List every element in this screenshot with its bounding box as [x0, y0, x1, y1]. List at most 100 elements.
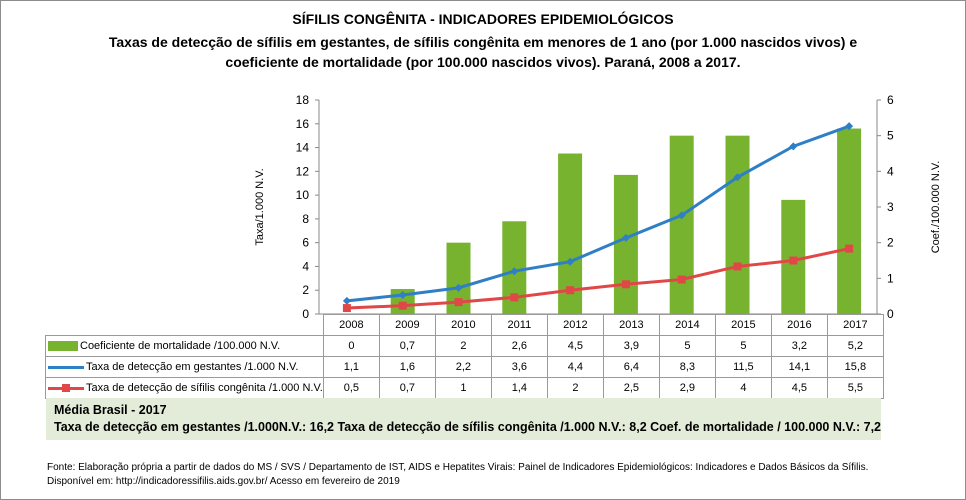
value-cell: 4,5 — [770, 377, 828, 399]
right-tick-label: 2 — [887, 236, 894, 250]
subtitle-line-1: Taxas de detecção de sífilis em gestante… — [108, 34, 858, 50]
value-cell: 3,2 — [770, 335, 828, 357]
table-row: Taxa de detecção em gestantes /1.000 N.V… — [45, 356, 884, 378]
year-header: 2013 — [602, 314, 660, 336]
series-label-cell: Taxa de detecção em gestantes /1.000 N.V… — [45, 356, 324, 378]
value-cell: 0,7 — [378, 335, 436, 357]
value-cell: 8,3 — [658, 356, 716, 378]
value-cell: 1,6 — [378, 356, 436, 378]
year-header: 2012 — [546, 314, 604, 336]
gestantes-point-2011 — [510, 267, 519, 276]
left-tick-label: 16 — [296, 117, 310, 131]
left-tick-label: 12 — [296, 164, 310, 178]
year-header: 2008 — [322, 314, 380, 336]
data-table: 2008 2009 2010 2011 2012 2013 2014 2015 2016 2017… — [45, 314, 884, 399]
value-cell: 3,9 — [602, 335, 660, 357]
table-row: Coeficiente de mortalidade /100.000 N.V.… — [45, 335, 884, 357]
left-tick-label: 14 — [296, 141, 310, 155]
series-line-1 — [346, 124, 850, 303]
value-cell: 15,8 — [826, 356, 884, 378]
gestantes-point-2009 — [398, 290, 407, 299]
value-cell: 2,6 — [490, 335, 548, 357]
left-tick-label: 0 — [302, 307, 309, 321]
value-cell: 1,1 — [322, 356, 380, 378]
left-tick-label: 2 — [302, 283, 309, 297]
congenita-point-2017 — [845, 244, 854, 253]
subtitle-line-2: coeficiente de mortalidade (por 100.000 … — [225, 54, 741, 70]
right-tick-label: 3 — [887, 200, 894, 214]
right-tick-label: 6 — [887, 93, 894, 107]
availability-note: Disponível em: http://indicadoressifilis… — [47, 476, 400, 487]
value-cell: 0,5 — [322, 377, 380, 399]
value-cell: 1,4 — [490, 377, 548, 399]
left-tick-label: 8 — [302, 212, 309, 226]
gestantes-point-2008 — [342, 296, 351, 305]
value-cell: 2 — [546, 377, 604, 399]
value-cell: 2,5 — [602, 377, 660, 399]
value-cell: 2 — [434, 335, 492, 357]
blank-cell — [46, 315, 324, 336]
value-cell: 2,9 — [658, 377, 716, 399]
series-label-cell: Taxa de detecção de sífilis congênita /1… — [45, 377, 324, 399]
left-tick-label: 18 — [296, 93, 310, 107]
congenita-point-2012 — [566, 286, 575, 295]
congenita-point-2008 — [342, 304, 351, 313]
gestantes-point-2015 — [733, 173, 742, 182]
right-tick-label: 1 — [887, 271, 894, 285]
congenita-legend-key — [48, 383, 84, 392]
gestantes-point-2012 — [566, 257, 575, 266]
value-cell: 5,2 — [826, 335, 884, 357]
source-note: Fonte: Elaboração própria a partir de da… — [47, 462, 869, 473]
year-header: 2010 — [434, 314, 492, 336]
left-tick-label: 10 — [296, 188, 310, 202]
series-line-2 — [346, 247, 850, 310]
right-tick-label: 5 — [887, 129, 894, 143]
year-header: 2009 — [378, 314, 436, 336]
table-row: Taxa de detecção de sífilis congênita /1… — [45, 377, 884, 399]
bar-2014 — [669, 135, 694, 314]
year-header: 2014 — [658, 314, 716, 336]
value-cell: 5 — [714, 335, 772, 357]
value-cell: 14,1 — [770, 356, 828, 378]
congenita-point-2010 — [454, 298, 463, 307]
value-cell: 4,5 — [546, 335, 604, 357]
bar-2017 — [837, 128, 862, 314]
gestantes-point-2010 — [454, 283, 463, 292]
brazil-average-title: Média Brasil - 2017 — [54, 403, 167, 417]
series-name: Taxa de detecção em gestantes /1.000 N.V… — [86, 361, 299, 373]
chart-subtitle: Taxas de detecção de sífilis em gestante… — [61, 32, 905, 72]
value-cell: 0 — [322, 335, 380, 357]
congenita-point-2016 — [789, 256, 798, 265]
left-tick-label: 4 — [302, 259, 309, 273]
gestantes-legend-key — [48, 365, 84, 369]
series-name: Taxa de detecção de sífilis congênita /1… — [86, 382, 323, 394]
value-cell: 6,4 — [602, 356, 660, 378]
bar-2013 — [613, 174, 638, 314]
bar-2015 — [725, 135, 750, 314]
value-cell: 2,2 — [434, 356, 492, 378]
value-cell: 4,4 — [546, 356, 604, 378]
gestantes-point-2014 — [677, 211, 686, 220]
left-tick-label: 6 — [302, 236, 309, 250]
bar-legend-key — [48, 341, 78, 352]
series-label-cell: Coeficiente de mortalidade /100.000 N.V. — [45, 335, 324, 357]
value-cell: 5 — [658, 335, 716, 357]
value-cell: 4 — [714, 377, 772, 399]
value-cell: 3,6 — [490, 356, 548, 378]
congenita-point-2015 — [733, 262, 742, 271]
year-header: 2015 — [714, 314, 772, 336]
right-axis-label: Coef./100.000 N.V. — [930, 161, 942, 254]
brazil-average-values: Taxa de detecção em gestantes /1.000N.V.… — [54, 420, 882, 434]
congenita-point-2011 — [510, 293, 519, 302]
value-cell: 1 — [434, 377, 492, 399]
gestantes-point-2016 — [789, 142, 798, 151]
congenita-point-2014 — [677, 275, 686, 284]
left-axis-label: Taxa/1.000 N.V. — [254, 168, 266, 245]
year-header: 2016 — [770, 314, 828, 336]
year-header: 2017 — [826, 314, 884, 336]
value-cell: 5,5 — [826, 377, 884, 399]
brazil-average-box: Média Brasil - 2017 Taxa de detecção em … — [46, 398, 881, 440]
value-cell: 11,5 — [714, 356, 772, 378]
